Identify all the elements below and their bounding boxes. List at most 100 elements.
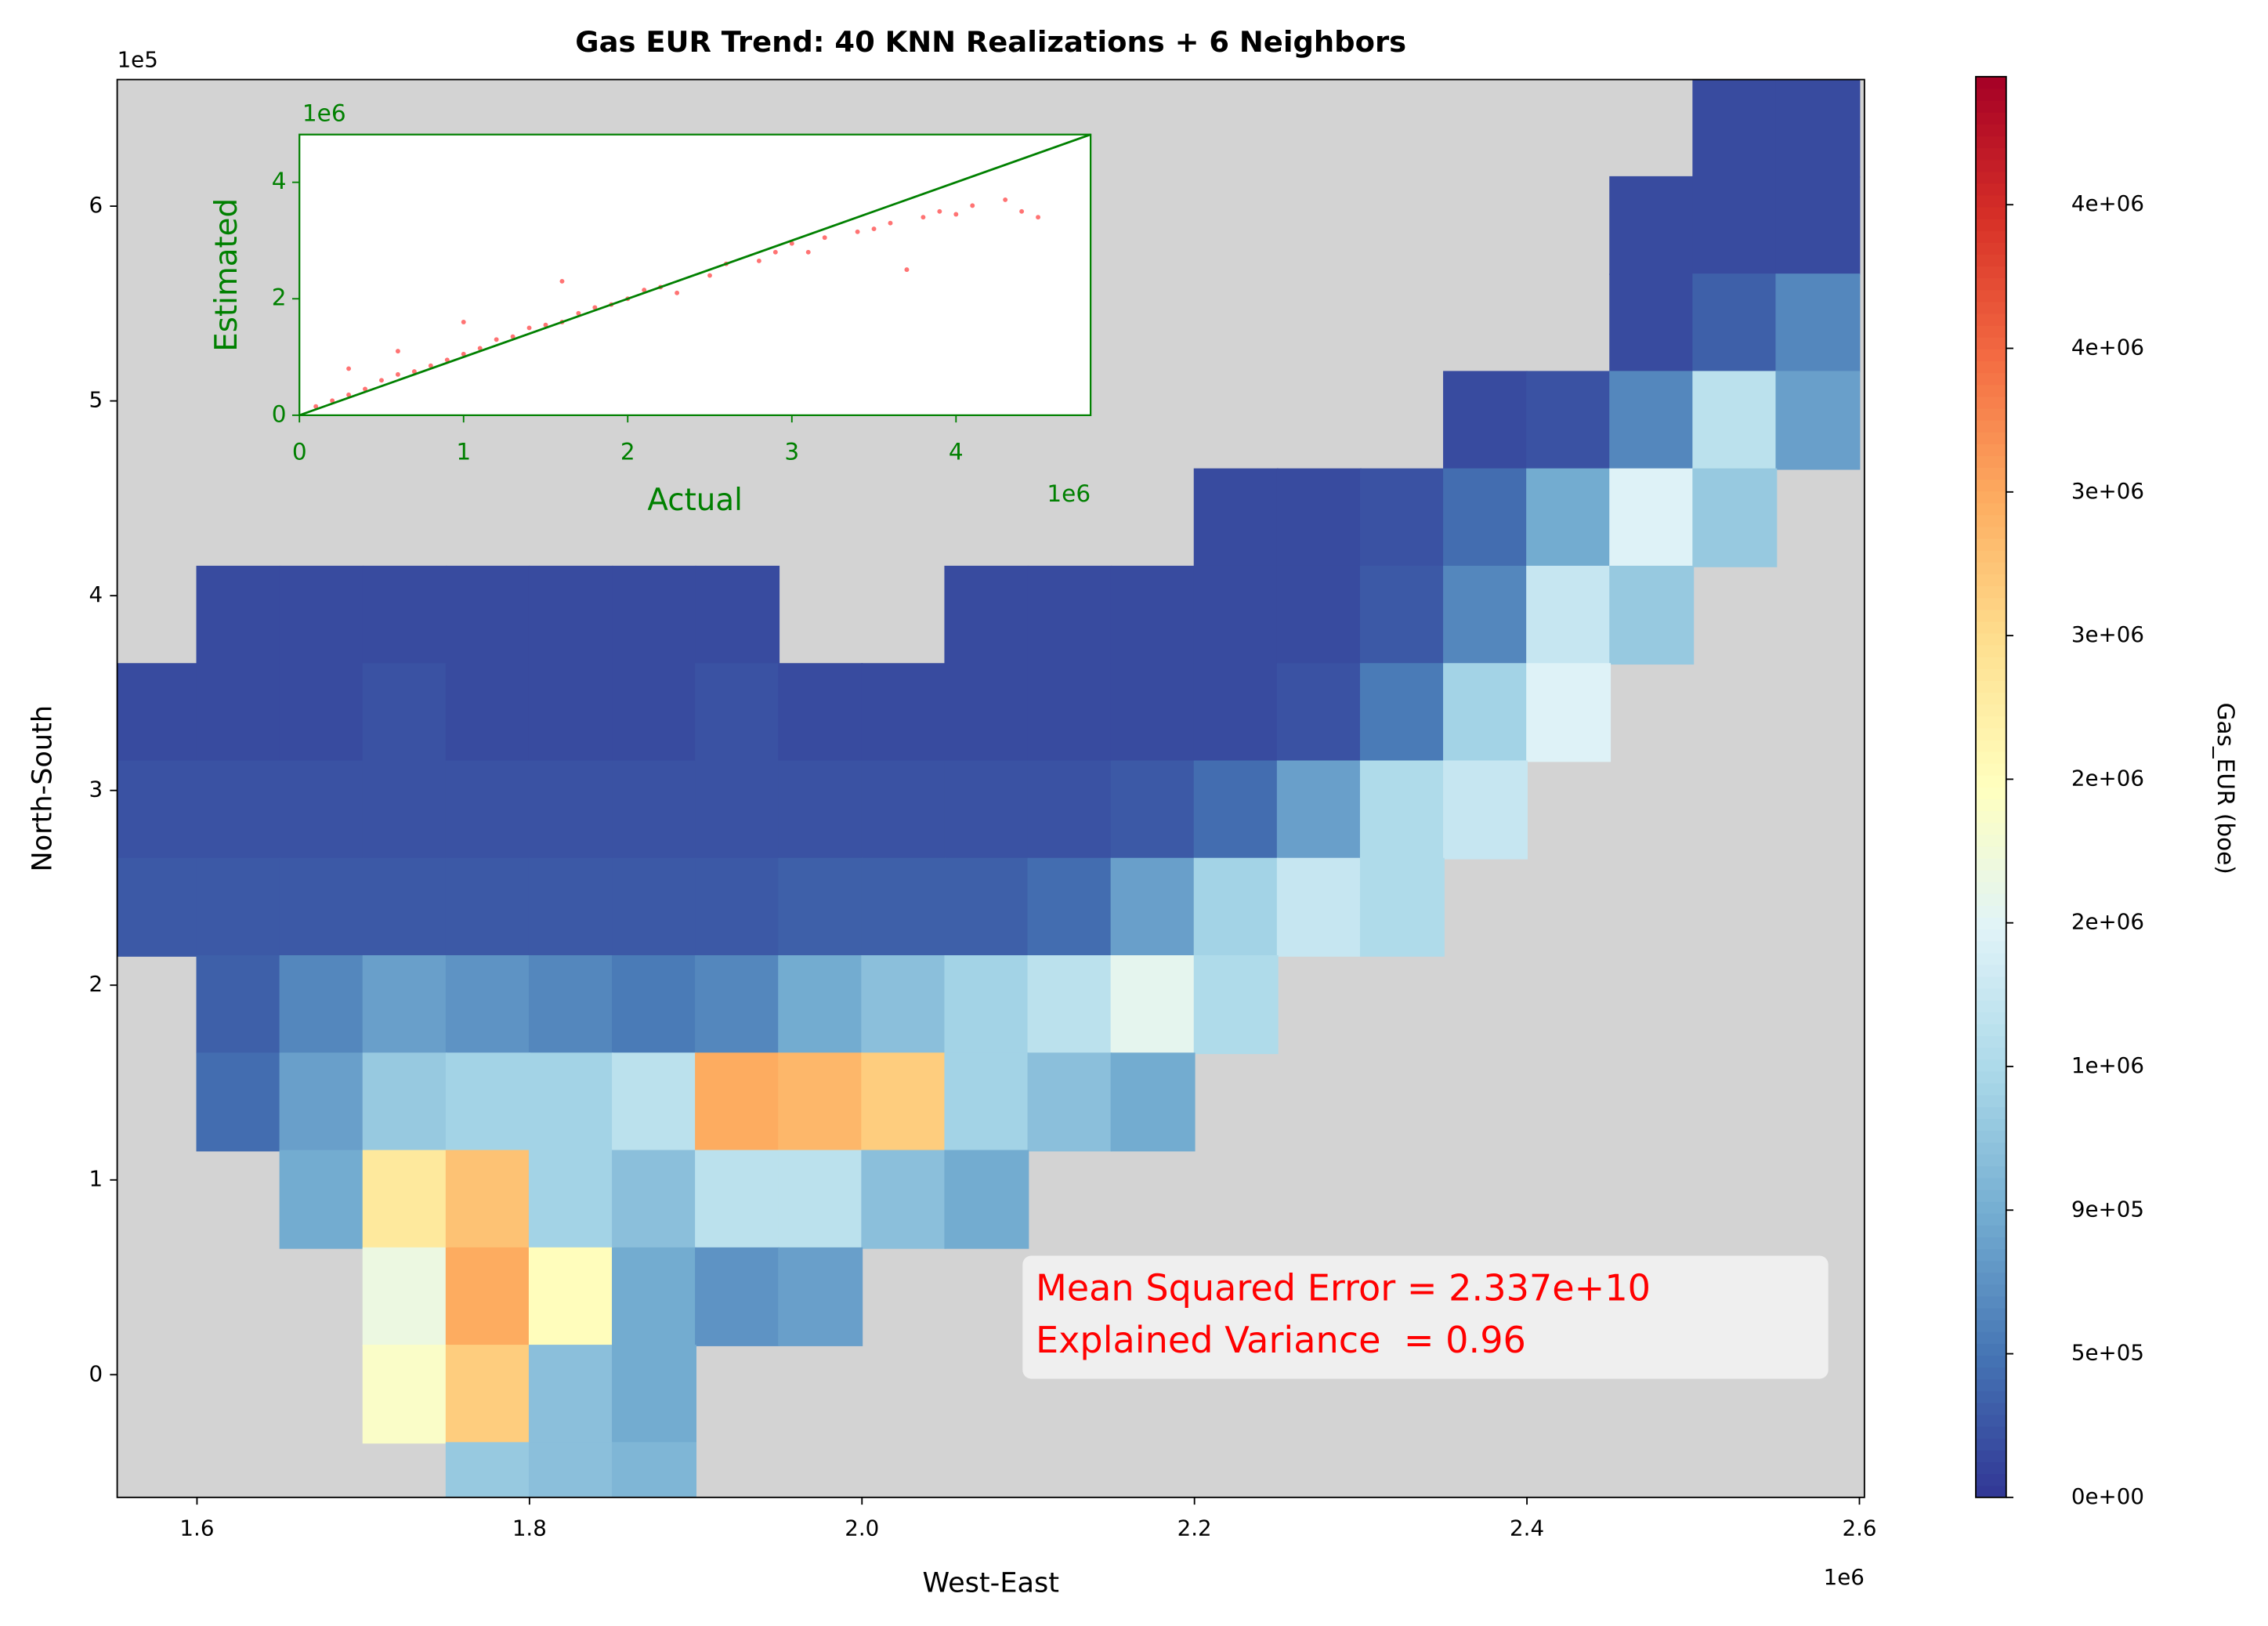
colorbar-segment — [1976, 1117, 2006, 1132]
heat-cell — [695, 955, 780, 1055]
heat-cell — [695, 1052, 780, 1152]
colorbar-segment — [1976, 549, 2006, 563]
colorbar-segment — [1976, 1070, 2006, 1084]
heat-cell — [528, 1052, 613, 1152]
colorbar-segment — [1976, 1165, 2006, 1179]
colorbar-segment — [1976, 656, 2006, 669]
annotation: Mean Squared Error = 2.337e+10 — [1036, 1266, 1651, 1309]
scatter-point — [642, 288, 647, 293]
scatter-point — [921, 215, 926, 220]
colorbar-segment — [1976, 597, 2006, 610]
heat-cell — [528, 1345, 613, 1444]
inset-frame — [298, 133, 1092, 416]
colorbar-segment — [1976, 384, 2006, 397]
heat-cell — [279, 565, 364, 665]
colorbar-segment — [1976, 1449, 2006, 1463]
heat-cell — [196, 663, 281, 762]
heat-cell — [1359, 760, 1445, 860]
colorbar-segment — [1976, 218, 2006, 231]
colorbar-segment — [1976, 751, 2006, 764]
scatter-point — [953, 212, 959, 217]
colorbar-segment — [1976, 621, 2006, 634]
colorbar-segment — [1976, 514, 2006, 527]
y-tick-label: 1 — [89, 1166, 103, 1192]
heat-cell — [362, 663, 447, 762]
heat-cell — [1359, 565, 1445, 665]
heat-cell — [528, 857, 613, 957]
colorbar-segment — [1976, 1011, 2006, 1025]
heat-cell — [445, 1052, 530, 1152]
colorbar-segment — [1976, 454, 2006, 468]
colorbar-segment — [1976, 704, 2006, 717]
heat-cell — [1027, 663, 1112, 762]
inset-x-label: Actual — [647, 483, 742, 518]
heat-cell — [1692, 79, 1778, 178]
colorbar-segment — [1976, 1284, 2006, 1297]
heat-cell — [279, 1052, 364, 1152]
heat-cell — [1526, 468, 1611, 567]
heat-cell — [778, 760, 863, 860]
heat-cell — [1027, 565, 1112, 665]
colorbar-segment — [1976, 1106, 2006, 1119]
heat-cell — [1359, 663, 1445, 762]
heat-cell — [778, 663, 863, 762]
colorbar-segment — [1976, 929, 2006, 942]
colorbar-segment — [1976, 88, 2006, 101]
colorbar-segment — [1976, 999, 2006, 1012]
heat-cell — [1276, 565, 1362, 665]
colorbar-segment — [1976, 798, 2006, 812]
colorbar-segment — [1976, 289, 2006, 302]
heat-cell — [612, 1052, 696, 1152]
heat-cell — [445, 760, 530, 860]
colorbar-segment — [1976, 881, 2006, 894]
heat-cell — [1692, 371, 1778, 470]
heat-cell — [279, 663, 364, 762]
scatter-point — [428, 363, 433, 368]
heat-cell — [117, 760, 198, 860]
chart-title: Gas EUR Trend: 40 KNN Realizations + 6 N… — [575, 25, 1406, 59]
colorbar-segment — [1976, 1035, 2006, 1048]
heat-cell — [1775, 79, 1861, 178]
heat-cell — [445, 1150, 530, 1249]
colorbar-segment — [1976, 1342, 2006, 1356]
heat-cell — [612, 857, 696, 957]
scatter-point — [822, 235, 827, 241]
colorbar-segment — [1976, 336, 2006, 349]
scatter-point — [330, 398, 335, 404]
colorbar-segment — [1976, 1153, 2006, 1167]
y-tick-label: 5 — [89, 387, 103, 413]
heat-cell — [528, 1442, 613, 1497]
heat-cell — [1609, 176, 1695, 276]
inset-x-tick-label: 1 — [456, 438, 471, 465]
annotation-box — [1022, 1255, 1829, 1379]
scatter-point — [805, 249, 811, 255]
colorbar-segment — [1976, 573, 2006, 587]
colorbar-tick-label: 4e+06 — [2071, 335, 2144, 360]
heat-cell — [1692, 273, 1778, 373]
heat-cell — [944, 663, 1029, 762]
y-axis-label: North-South — [26, 705, 58, 872]
heat-cell — [279, 760, 364, 860]
scatter-point — [346, 366, 352, 371]
scatter-point — [477, 346, 483, 351]
heat-cell — [1110, 955, 1195, 1055]
heat-cell — [1276, 663, 1362, 762]
colorbar-segment — [1976, 206, 2006, 219]
heat-cell — [1526, 663, 1611, 762]
heat-cell — [612, 760, 696, 860]
colorbar-segment — [1976, 762, 2006, 776]
heat-cell — [362, 1247, 447, 1346]
heat-cell — [1526, 565, 1611, 665]
heat-cell — [695, 565, 780, 665]
scatter-point — [855, 229, 860, 234]
colorbar-segment — [1976, 1189, 2006, 1202]
heat-cell — [1609, 371, 1695, 470]
inset-x-tick-label: 2 — [620, 438, 635, 465]
colorbar-segment — [1976, 159, 2006, 172]
colorbar-segment — [1976, 301, 2006, 314]
heat-cell — [1110, 760, 1195, 860]
colorbar-segment — [1976, 1248, 2006, 1262]
heat-cell — [279, 1150, 364, 1249]
heat-cell — [695, 760, 780, 860]
colorbar-segment — [1976, 1200, 2006, 1214]
